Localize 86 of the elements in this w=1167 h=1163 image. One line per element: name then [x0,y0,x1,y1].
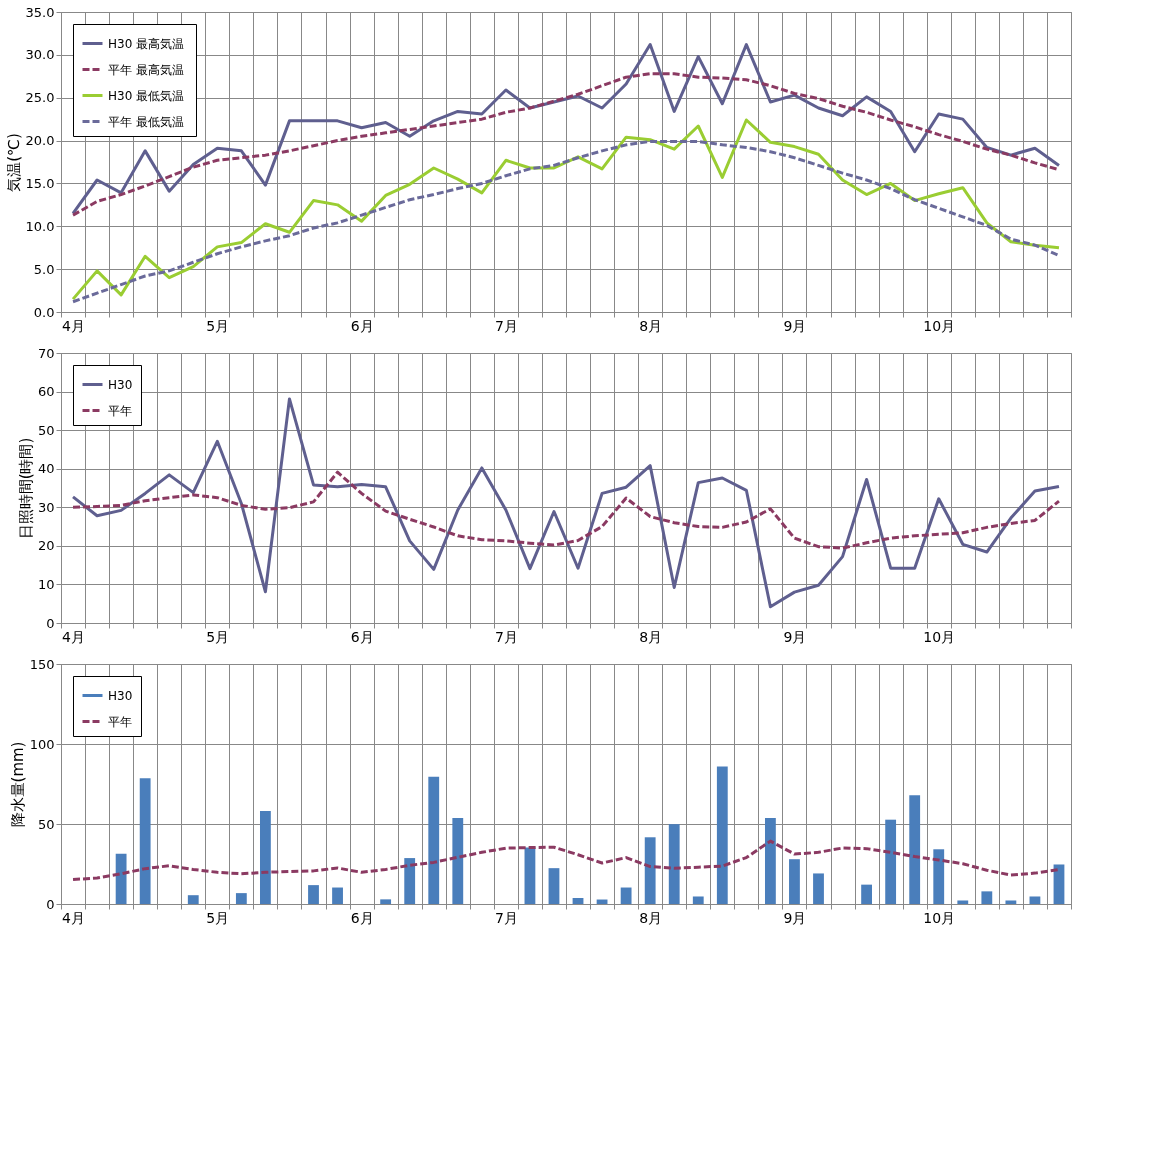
y-tick-label: 0 [46,896,55,912]
y-tick-label: 10 [37,576,55,592]
y-tick-label: 20 [37,538,55,554]
bar [668,824,680,904]
bar [716,766,728,904]
x-tick-label: 9月 [783,317,807,334]
x-tick-label: 4月 [62,628,85,645]
legend-label: 平年 最低気温 [108,114,184,129]
legend-label: 平年 [108,403,132,418]
legend-label: H30 最低気温 [108,88,185,103]
x-tick-label: 5月 [206,628,230,645]
y-tick-label: 40 [37,461,55,477]
y-tick-label: 0 [46,615,55,631]
x-tick-label: 9月 [783,628,807,645]
x-tick-label: 10月 [923,317,956,334]
x-tick-label: 9月 [783,909,807,926]
x-tick-label: 10月 [923,628,956,645]
bar [524,847,536,904]
y-tick-label: 50 [37,816,55,832]
x-tick-label: 10月 [923,909,956,926]
y-tick-label: 35.0 [25,4,55,20]
bar [548,868,560,904]
x-tick-label: 6月 [350,317,374,334]
bar [332,887,343,904]
y-tick-label: 10.0 [25,218,55,234]
bar [861,884,873,904]
y-tick-label: 30.0 [25,47,55,63]
bar [308,885,319,904]
x-tick-label: 5月 [206,909,230,926]
x-tick-label: 6月 [350,628,374,645]
x-tick-label: 5月 [206,317,230,334]
y-tick-label: 50 [37,422,55,438]
y-tick-label: 70 [37,345,55,361]
y-axis-title: 気温(℃) [4,133,23,192]
bar [981,891,993,904]
bar [933,849,945,904]
y-axis-title: 日照時間(時間) [16,437,35,540]
y-tick-label: 20.0 [25,133,55,149]
bar [1005,900,1017,904]
bar [644,837,656,904]
legend-label: 平年 最高気温 [108,62,184,77]
legend-label: 平年 [108,714,132,729]
y-tick-label: 25.0 [25,90,55,106]
y-tick-label: 5.0 [33,261,55,277]
bar [1029,896,1041,904]
x-tick-label: 4月 [62,909,85,926]
bar [572,898,584,904]
bar [380,899,392,904]
y-axis-title: 降水量(mm) [8,741,27,828]
bar [187,895,199,904]
bar [692,896,704,904]
x-tick-label: 7月 [494,317,518,334]
bar [139,778,151,904]
x-tick-label: 8月 [639,317,663,334]
line-series [71,397,1061,609]
bar [885,819,897,904]
x-tick-label: 8月 [639,909,663,926]
x-tick-label: 7月 [494,628,518,645]
bar [764,817,776,904]
x-tick-label: 7月 [494,909,518,926]
x-tick-label: 4月 [62,317,85,334]
legend-label: H30 [108,377,133,392]
y-tick-label: 100 [29,736,55,752]
bar [235,893,247,904]
bar [1053,864,1065,904]
line-series [71,470,1061,550]
bar [789,859,800,904]
y-tick-label: 0.0 [33,304,55,320]
bar [620,887,632,904]
y-tick-label: 150 [29,656,55,672]
y-tick-label: 30 [37,499,55,515]
bar [452,818,464,904]
bar [909,795,921,904]
y-tick-label: 15.0 [25,175,55,191]
x-tick-label: 6月 [350,909,374,926]
bar [115,853,127,904]
bar [259,811,271,904]
legend-label: H30 最高気温 [108,36,185,51]
bar [404,858,416,904]
y-tick-label: 60 [37,384,55,400]
bar [428,776,440,904]
bar [813,873,824,904]
x-tick-label: 8月 [639,628,663,645]
bar [957,900,969,904]
legend-label: H30 [108,688,133,703]
line-series [71,839,1061,882]
